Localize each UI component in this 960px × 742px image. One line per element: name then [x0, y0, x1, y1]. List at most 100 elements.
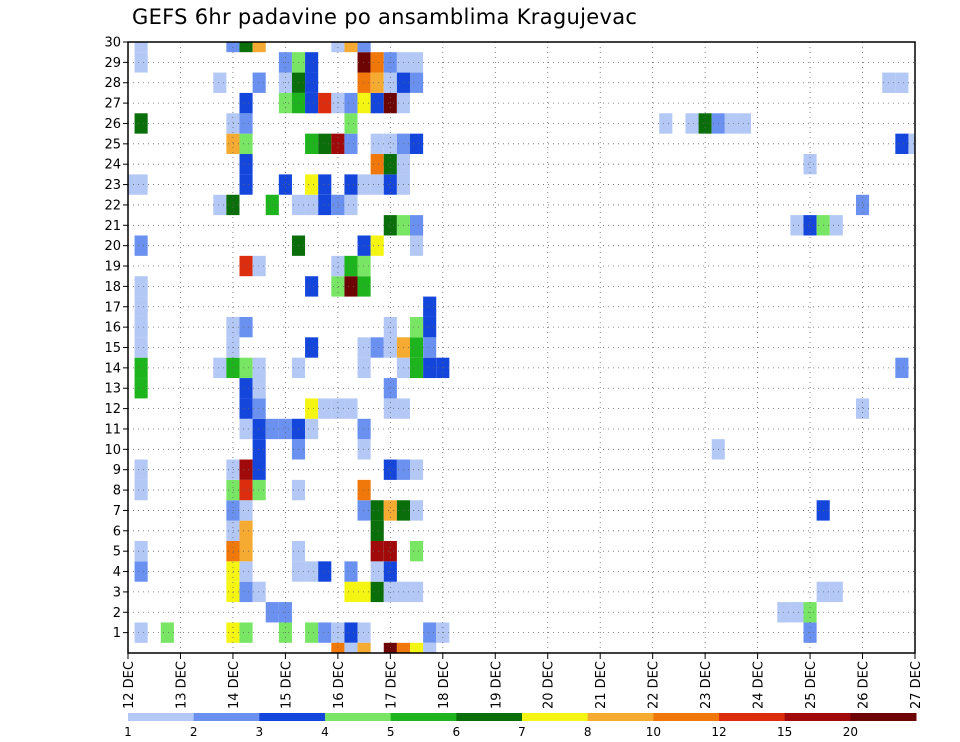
colorbar-swatch [259, 713, 326, 721]
y-tick-label: 20 [104, 239, 121, 254]
heatmap-cell [423, 296, 437, 317]
heatmap-cell [370, 581, 384, 603]
heatmap-cell [357, 337, 371, 358]
y-tick-label: 10 [104, 443, 121, 458]
x-tick-label: 18 DEC [437, 661, 452, 709]
heatmap-cell [305, 92, 319, 114]
x-tick-label: 19 DEC [489, 661, 504, 709]
heatmap-cell [239, 622, 253, 643]
heatmap-cell [383, 459, 397, 480]
heatmap-cell [370, 500, 384, 521]
heatmap-cell [370, 561, 384, 582]
y-tick-label: 19 [104, 260, 121, 275]
colorbar-label: 4 [321, 725, 329, 739]
heatmap-cell [855, 194, 870, 216]
x-axis: 12 DEC 13 DEC 14 DEC 15 DEC 16 DEC 17 DEC 18 D… [122, 653, 924, 709]
heatmap-cell [226, 581, 240, 603]
heatmap-cell [278, 92, 292, 114]
y-tick-label: 28 [104, 76, 121, 91]
heatmap-cell [331, 255, 345, 277]
heatmap-cell [239, 398, 253, 419]
heatmap-cell [265, 418, 279, 440]
heatmap-cell [305, 561, 319, 582]
chart-title: GEFS 6hr padavine po ansamblima Kragujev… [132, 5, 638, 29]
heatmap-cell [239, 581, 253, 603]
heatmap-cell [344, 622, 358, 643]
heatmap-cell [331, 398, 345, 419]
heatmap-cell [383, 215, 397, 236]
heatmap-cell [803, 215, 817, 236]
y-tick-label: 3 [113, 585, 121, 600]
heatmap-cell [855, 398, 870, 419]
heatmap-cell [410, 52, 424, 73]
heatmap-cell [239, 113, 253, 134]
heatmap-cell [134, 561, 148, 582]
y-tick-label: 29 [104, 56, 121, 71]
heatmap-cell [226, 500, 240, 521]
x-tick-label: 23 DEC [699, 661, 714, 709]
heatmap-cell [829, 581, 843, 603]
heatmap-cell [344, 398, 358, 419]
heatmap-cell [698, 113, 712, 134]
heatmap-cell [370, 92, 384, 114]
x-tick-label: 17 DEC [384, 661, 399, 709]
heatmap-cell [305, 276, 319, 297]
heatmap-cell [659, 113, 673, 134]
heatmap-cell [423, 642, 437, 653]
heatmap-cell [239, 479, 253, 501]
colorbar-swatch [128, 713, 195, 721]
heatmap-cell [252, 42, 266, 53]
colorbar-swatch [522, 713, 589, 721]
y-tick-label: 26 [104, 117, 121, 132]
heatmap-cell [423, 337, 437, 358]
y-tick-label: 16 [104, 321, 121, 336]
heatmap-cell [410, 72, 424, 93]
heatmap-cell [213, 357, 227, 379]
heatmap-cell [357, 500, 371, 521]
heatmap-cell [252, 581, 266, 603]
heatmap-cell [344, 92, 358, 114]
colorbar-swatch [325, 713, 392, 721]
heatmap-cell [318, 174, 332, 195]
heatmap-cell [344, 581, 358, 603]
heatmap-cell [383, 174, 397, 195]
y-tick-label: 22 [104, 198, 121, 213]
heatmap-cell [305, 418, 319, 440]
heatmap-cell [278, 174, 292, 195]
heatmap-cell [226, 194, 240, 216]
heatmap-cell [226, 479, 240, 501]
heatmap-cell [423, 622, 437, 643]
heatmap-cell [410, 215, 424, 236]
heatmap-cell [357, 92, 371, 114]
heatmap-cell [226, 113, 240, 134]
heatmap-cell [226, 561, 240, 582]
heatmap-cell [423, 316, 437, 338]
y-tick-label: 4 [113, 565, 121, 580]
heatmap-cell [370, 133, 384, 155]
x-tick-label: 24 DEC [752, 661, 767, 709]
x-tick-label: 12 DEC [122, 661, 137, 709]
colorbar-swatch [653, 713, 720, 721]
heatmap-cell [357, 418, 371, 440]
heatmap-cell [410, 642, 424, 653]
heatmap-cell [410, 540, 424, 562]
heatmap-cell [410, 316, 424, 338]
heatmap-cell [239, 357, 253, 379]
heatmap-cell [344, 174, 358, 195]
heatmap-cell [344, 42, 358, 53]
x-tick-label: 22 DEC [647, 661, 662, 709]
heatmap-cell [357, 357, 371, 379]
colorbar-label: 15 [777, 725, 792, 739]
heatmap-cell [724, 113, 738, 134]
colorbar-label: 2 [190, 725, 198, 739]
heatmap-cell [370, 174, 384, 195]
heatmap-cells [128, 42, 915, 653]
heatmap-cell [357, 479, 371, 501]
heatmap-cell [410, 459, 424, 480]
heatmap-cell [370, 540, 384, 562]
heatmap-cell [829, 215, 843, 236]
heatmap-cell [239, 133, 253, 155]
heatmap-cell [344, 642, 358, 653]
heatmap-cell [895, 133, 909, 155]
